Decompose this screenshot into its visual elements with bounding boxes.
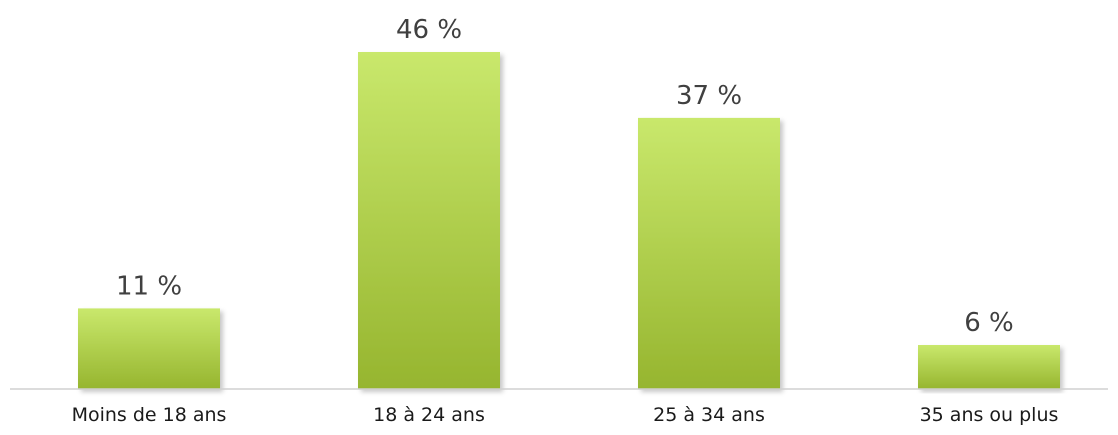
bar-1	[78, 308, 220, 389]
data-label-2: 46 %	[396, 15, 462, 45]
category-label-2: 18 à 24 ans	[373, 404, 485, 426]
bar-2	[358, 52, 500, 389]
data-label-1: 11 %	[116, 271, 182, 301]
bars-group	[78, 52, 1060, 390]
category-label-1: Moins de 18 ans	[72, 404, 227, 426]
category-label-3: 25 à 34 ans	[653, 404, 765, 426]
bar-3	[638, 117, 780, 390]
labels-group: 11 % Moins de 18 ans 46 % 18 à 24 ans 37 % 25…	[72, 15, 1059, 426]
data-label-3: 37 %	[676, 81, 742, 111]
data-label-4: 6 %	[964, 308, 1014, 338]
bar-4	[918, 345, 1060, 389]
category-label-4: 35 ans ou plus	[920, 404, 1059, 426]
